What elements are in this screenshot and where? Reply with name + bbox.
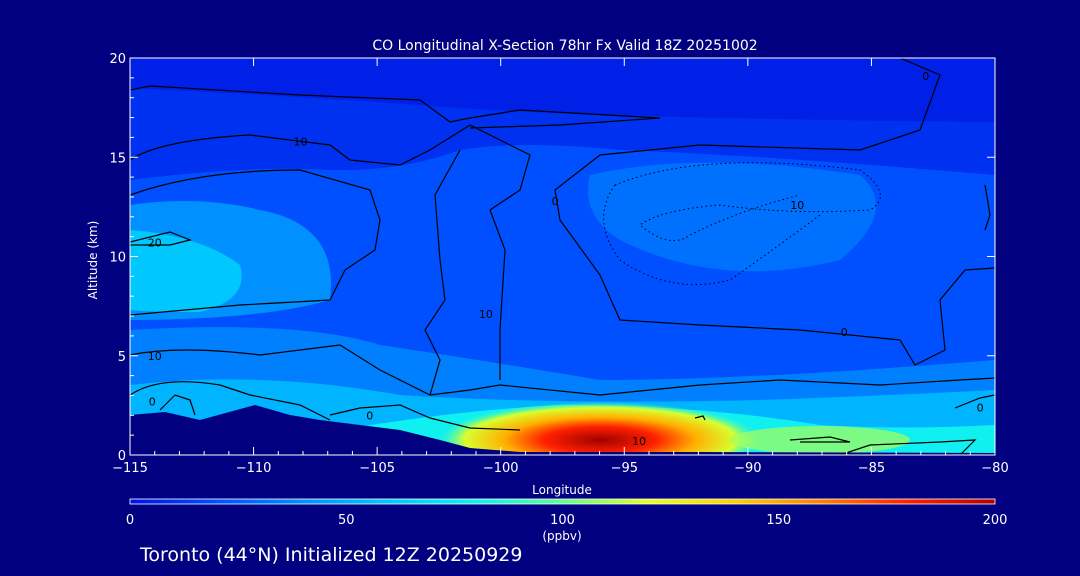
contour-line: [554, 58, 995, 366]
y-tick-label: 15: [109, 151, 126, 166]
y-axis-label: Altitude (km): [86, 221, 100, 300]
x-tick-label: −115: [112, 461, 148, 476]
contour-label: 10: [479, 308, 493, 321]
contour-line: [789, 436, 851, 443]
x-tick-label: −105: [359, 461, 395, 476]
contour-label: 0: [149, 395, 156, 408]
contour-line: [130, 85, 661, 129]
contour-label: 10: [294, 135, 308, 148]
x-axis-label: Longitude: [532, 483, 592, 497]
heatmap-field: [130, 58, 995, 455]
x-tick-label: −110: [236, 461, 272, 476]
contour-line: [329, 404, 521, 431]
x-tick-label: −80: [981, 461, 1008, 476]
chart-title: CO Longitudinal X-Section 78hr Fx Valid …: [372, 38, 757, 54]
contour-label: 0: [841, 326, 848, 339]
colorbar-unit-label: (ppbv): [542, 529, 581, 543]
colorbar-tick-label: 100: [550, 513, 575, 528]
contour-line: [984, 184, 991, 231]
contour-line: [130, 381, 331, 421]
y-axis: 0 5 10 15 20: [109, 52, 995, 464]
colorbar-tick-label: 0: [126, 513, 134, 528]
co-secondary-plume: [730, 426, 910, 454]
contour-lines: [130, 58, 995, 455]
contour-label: 10: [632, 435, 646, 448]
contour-line: [614, 162, 881, 242]
contour-line: [954, 394, 995, 409]
x-axis: −115 −110 −105 −100 −95 −90 −85 −80: [112, 58, 1009, 476]
contour-label: 10: [790, 199, 804, 212]
contour-label: 10: [148, 350, 162, 363]
contour-label: 0: [977, 401, 984, 414]
colorbar-tick-label: 50: [338, 513, 355, 528]
x-tick-label: −90: [734, 461, 761, 476]
y-tick-label: 10: [109, 251, 126, 266]
contour-line: [424, 149, 461, 396]
x-tick-label: −85: [858, 461, 885, 476]
colorbar: [129, 498, 996, 505]
contour-label: 0: [366, 409, 373, 422]
x-tick-label: −95: [611, 461, 638, 476]
x-tick-label: −100: [483, 461, 519, 476]
y-tick-label: 5: [118, 350, 126, 365]
contour-line: [159, 394, 196, 416]
contour-line: [603, 184, 821, 285]
field-region-west-core: [130, 230, 242, 312]
contour-line: [130, 169, 381, 316]
colorbar-tick-label: 200: [983, 513, 1008, 528]
terrain-mask: [130, 405, 995, 455]
contour-line: [130, 231, 192, 246]
contour-line: [130, 124, 531, 380]
contour-label: 20: [148, 237, 162, 250]
contour-labels: 0 10 0 10 20 10 0 10 0 0 0 10: [148, 70, 984, 448]
colorbar-tick-label: 150: [766, 513, 791, 528]
chart-subtitle: Toronto (44°N) Initialized 12Z 20250929: [139, 544, 523, 566]
contour-line: [839, 439, 977, 455]
y-tick-label: 20: [109, 52, 126, 67]
y-tick-label: 0: [118, 449, 126, 464]
contour-line: [130, 344, 995, 396]
contour-label: 0: [922, 70, 929, 83]
contour-line: [694, 415, 706, 421]
contour-label: 0: [552, 195, 559, 208]
field-region-upper: [130, 58, 995, 122]
contour-lines-negative: [603, 162, 881, 285]
colorbar-ticks: 0 50 100 150 200: [126, 513, 1008, 528]
co-hotspot: [440, 402, 760, 455]
